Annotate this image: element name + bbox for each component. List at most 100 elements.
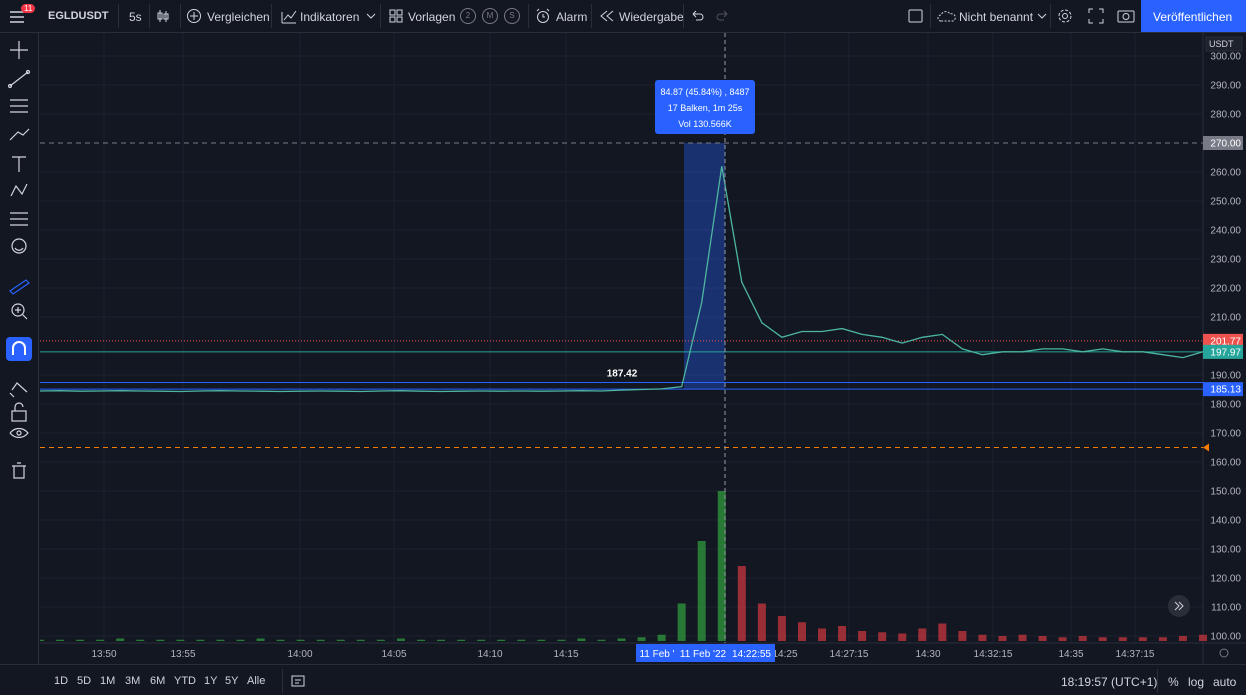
y-tick-label: 160.00 — [1210, 458, 1241, 469]
volume-bar — [396, 638, 405, 641]
volume-bar — [56, 639, 65, 641]
volume-bar — [697, 541, 706, 641]
y-tick-label: 250.00 — [1210, 197, 1241, 208]
log-toggle[interactable]: log — [1188, 675, 1205, 689]
volume-bar — [457, 639, 466, 641]
dropdown-icon[interactable] — [1037, 12, 1047, 20]
volume-bar — [1118, 637, 1127, 641]
range-button[interactable]: 3M — [125, 675, 141, 687]
publish-button[interactable]: Veröffentlichen — [1141, 0, 1246, 32]
template-slot[interactable]: M — [482, 8, 498, 24]
x-tick-label: 14:25 — [772, 649, 797, 660]
price-label-box — [1203, 344, 1243, 359]
x-tick-label: 14:00 — [287, 649, 312, 660]
volume-bar — [838, 626, 847, 641]
volume-bar — [497, 639, 506, 641]
replay-icon[interactable] — [600, 10, 614, 22]
layout-icon[interactable] — [908, 9, 924, 23]
range-button[interactable]: YTD — [174, 675, 196, 687]
volume-bar — [898, 633, 907, 641]
volume-bar — [978, 634, 987, 641]
replay[interactable]: Wiedergabe — [619, 10, 684, 24]
price-line-label: 187.42 — [607, 368, 638, 379]
price-label-box — [1203, 382, 1243, 397]
volume-bar — [356, 639, 365, 641]
snapshot-icon[interactable] — [1117, 8, 1135, 24]
range-button[interactable]: 1D — [54, 675, 69, 687]
range-button[interactable]: 1Y — [204, 675, 218, 687]
volume-bar — [878, 632, 887, 641]
y-tick-label: 260.00 — [1210, 168, 1241, 179]
volume-bar — [40, 639, 44, 641]
volume-bar — [617, 638, 626, 641]
volume-bar — [938, 623, 947, 641]
volume-bar — [858, 631, 867, 641]
cloud-icon[interactable] — [937, 9, 957, 23]
range-button[interactable]: 1M — [100, 675, 116, 687]
indicators-icon[interactable] — [281, 8, 297, 24]
volume-bar — [517, 639, 526, 641]
volume-bar — [918, 628, 927, 641]
volume-bar — [416, 639, 425, 641]
alert-icon[interactable] — [535, 8, 551, 24]
chart: 300.00 290.00 280.00 260.00 250.00 240.00 230.… — [40, 33, 1246, 664]
range-button[interactable]: Alle — [247, 675, 266, 687]
undo-redo-icons[interactable] — [690, 9, 730, 23]
x-tick-label: 14:30 — [915, 649, 940, 660]
template-slot[interactable]: S — [504, 8, 520, 24]
compare-icon[interactable] — [186, 8, 202, 24]
measure-text: Vol 130.566K — [678, 119, 732, 129]
volume-bar — [336, 639, 345, 641]
volume-bar — [76, 639, 85, 641]
price-label-box — [1203, 136, 1243, 150]
volume-bar — [1078, 636, 1087, 641]
menu-icon[interactable] — [8, 8, 28, 24]
chart-type-icon[interactable] — [156, 8, 172, 24]
y-tick-label: 130.00 — [1210, 545, 1241, 556]
dropdown-icon[interactable] — [366, 12, 376, 20]
volume-bar — [958, 631, 967, 641]
settings-icon[interactable] — [1057, 8, 1073, 24]
y-tick-label: 150.00 — [1210, 487, 1241, 498]
time-label: 14:22:55 — [732, 649, 771, 660]
alert[interactable]: Alarm — [556, 10, 588, 24]
layout-name[interactable]: Nicht benannt — [959, 10, 1034, 24]
x-tick-label: 14:10 — [477, 649, 502, 660]
template-slot[interactable]: 2 — [460, 8, 476, 24]
templates-icon[interactable] — [389, 9, 403, 23]
interval[interactable]: 5s — [129, 10, 142, 24]
compare[interactable]: Vergleichen — [207, 10, 270, 24]
magnet-active[interactable] — [6, 337, 32, 361]
volume-bar — [797, 622, 806, 641]
price-label: 197.97 — [1210, 347, 1241, 358]
y-tick-label: 170.00 — [1210, 429, 1241, 440]
time-label-box — [636, 644, 678, 662]
x-tick-label: 13:55 — [170, 649, 195, 660]
indicators[interactable]: Indikatoren — [300, 10, 360, 24]
volume-bar — [777, 616, 786, 641]
publish[interactable]: Veröffentlichen — [1153, 10, 1233, 24]
volume-bar — [1038, 636, 1047, 641]
volume-bar — [998, 636, 1007, 641]
range-button[interactable]: 6M — [150, 675, 166, 687]
range-button[interactable]: 5Y — [225, 675, 239, 687]
top-toolbar: 11 EGLDUSDT 5s Vergleichen Indikatoren V… — [0, 0, 1246, 33]
price-line-series — [40, 166, 1204, 393]
goto-date-icon[interactable] — [290, 674, 306, 688]
auto-toggle[interactable]: auto — [1213, 675, 1237, 689]
volume-bar — [376, 639, 385, 641]
tool-icons[interactable] — [0, 33, 38, 664]
templates[interactable]: Vorlagen — [408, 10, 456, 24]
range-button[interactable]: 5D — [77, 675, 92, 687]
time-label-box — [728, 644, 775, 662]
volume-bar — [597, 639, 606, 641]
y-tick-label: 240.00 — [1210, 226, 1241, 237]
y-tick-label: 220.00 — [1210, 284, 1241, 295]
volume-bar — [637, 637, 646, 641]
x-tick-label: 14:35 — [1058, 649, 1083, 660]
percent-toggle[interactable]: % — [1168, 675, 1179, 689]
fullscreen-icon[interactable] — [1088, 8, 1104, 24]
symbol[interactable]: EGLDUSDT — [48, 10, 109, 22]
volume-bar — [1098, 637, 1107, 641]
